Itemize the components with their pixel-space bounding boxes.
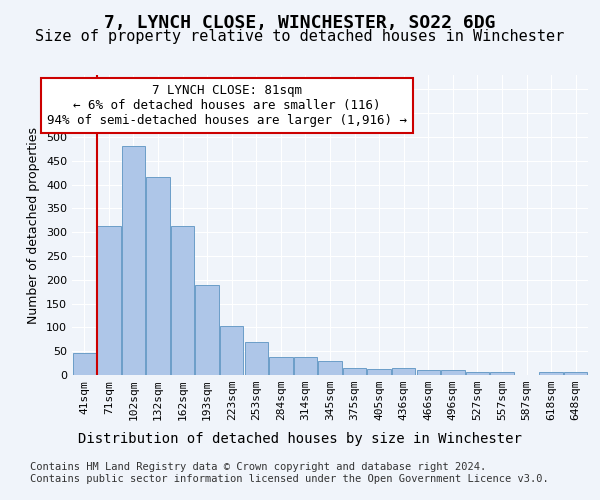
Text: Distribution of detached houses by size in Winchester: Distribution of detached houses by size … bbox=[78, 432, 522, 446]
Bar bbox=[269, 357, 293, 375]
Bar bbox=[73, 353, 96, 375]
Bar bbox=[245, 342, 268, 375]
Bar bbox=[196, 284, 219, 375]
Bar bbox=[392, 368, 415, 375]
Bar bbox=[466, 372, 489, 375]
Text: Size of property relative to detached houses in Winchester: Size of property relative to detached ho… bbox=[35, 29, 565, 44]
Bar bbox=[416, 370, 440, 375]
Bar bbox=[564, 372, 587, 375]
Text: 7, LYNCH CLOSE, WINCHESTER, SO22 6DG: 7, LYNCH CLOSE, WINCHESTER, SO22 6DG bbox=[104, 14, 496, 32]
Bar bbox=[294, 357, 317, 375]
Bar bbox=[343, 368, 366, 375]
Text: Contains HM Land Registry data © Crown copyright and database right 2024.
Contai: Contains HM Land Registry data © Crown c… bbox=[30, 462, 549, 484]
Bar bbox=[539, 372, 563, 375]
Bar bbox=[367, 370, 391, 375]
Bar bbox=[146, 178, 170, 375]
Text: 7 LYNCH CLOSE: 81sqm
← 6% of detached houses are smaller (116)
94% of semi-detac: 7 LYNCH CLOSE: 81sqm ← 6% of detached ho… bbox=[47, 84, 407, 127]
Bar bbox=[171, 226, 194, 375]
Y-axis label: Number of detached properties: Number of detached properties bbox=[28, 126, 40, 324]
Bar bbox=[122, 146, 145, 375]
Bar bbox=[220, 326, 244, 375]
Bar bbox=[490, 372, 514, 375]
Bar bbox=[97, 226, 121, 375]
Bar bbox=[319, 360, 341, 375]
Bar bbox=[441, 370, 464, 375]
